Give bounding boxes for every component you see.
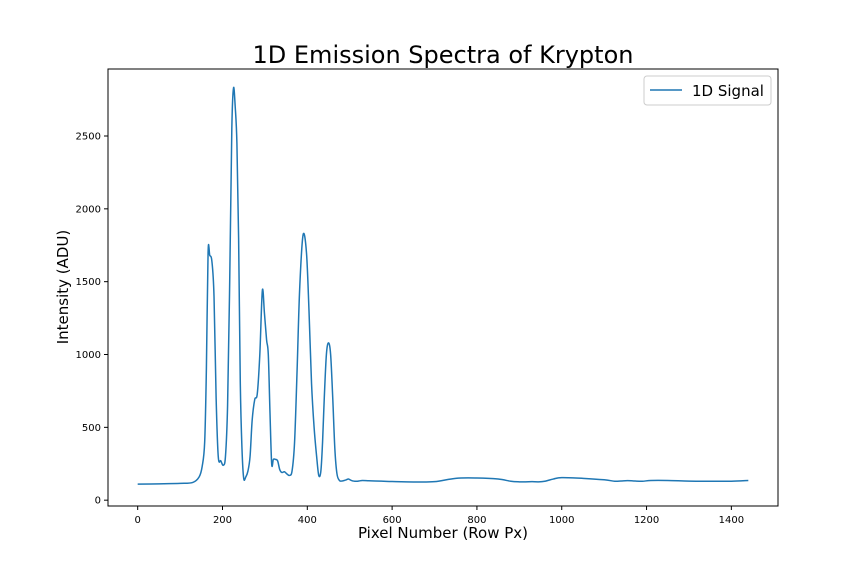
x-tick-label: 200: [213, 515, 232, 526]
y-axis-label: Intensity (ADU): [54, 230, 72, 345]
x-axis: 0 200 400 600 800 1000 1200 1400: [134, 506, 744, 526]
y-tick-label: 2500: [76, 132, 101, 143]
x-tick-label: 1200: [634, 515, 659, 526]
legend-entry-1d-signal: 1D Signal: [692, 82, 764, 100]
legend: 1D Signal: [643, 75, 772, 106]
y-axis: 0 500 1000 1500 2000 2500: [76, 132, 108, 507]
series-line-1d-signal: [137, 86, 749, 485]
x-tick-label: 1400: [719, 515, 744, 526]
x-tick-label: 800: [467, 515, 486, 526]
legend-box: [643, 75, 772, 106]
y-tick-label: 2000: [76, 204, 101, 215]
plot-frame: [107, 68, 779, 507]
y-tick-label: 500: [82, 423, 101, 434]
x-tick-label: 600: [383, 515, 402, 526]
x-tick-label: 1000: [549, 515, 574, 526]
x-tick-label: 0: [134, 515, 140, 526]
y-tick-label: 0: [95, 496, 101, 507]
x-axis-label: Pixel Number (Row Px): [358, 524, 528, 542]
x-tick-label: 400: [298, 515, 317, 526]
chart-title: 1D Emission Spectra of Krypton: [253, 41, 634, 69]
y-tick-label: 1000: [76, 350, 101, 361]
y-tick-label: 1500: [76, 277, 101, 288]
